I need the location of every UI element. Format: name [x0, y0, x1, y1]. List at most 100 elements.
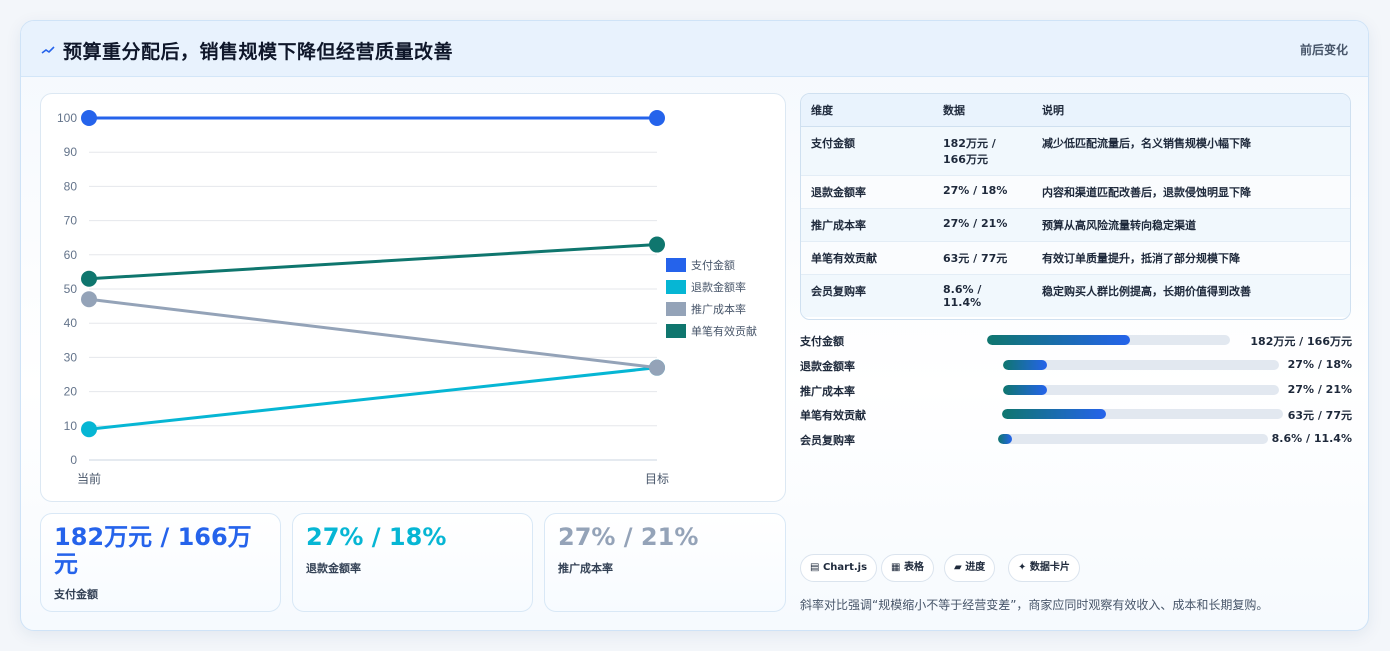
chip-label: 数据卡片 [1029, 562, 1070, 573]
table-row: 支付金额 182万元 / 166万元 减少低匹配流量后，名义销售规模小幅下降 [801, 126, 1350, 176]
kpi-label: 退款金额率 [306, 562, 361, 575]
series-line [88, 243, 658, 281]
progress-label: 单笔有效贡献 [800, 409, 866, 423]
progress-fill [1003, 384, 1048, 395]
slope-chart: 0 10 20 30 40 50 60 70 80 90 100 当前 目标 支付金额退款金额率推广成本率… [57, 110, 757, 486]
series-line [88, 297, 658, 370]
y-tick-label: 40 [64, 316, 78, 330]
kpi-label: 推广成本率 [558, 562, 613, 575]
card-header: 预算重分配后，销售规模下降但经营质量改善 前后变化 [21, 21, 1368, 77]
data-point [81, 270, 97, 287]
progress-track [998, 434, 1268, 445]
table-cell: 182万元 / 166万元 [933, 126, 1032, 176]
chart-icon: ▤ [810, 562, 820, 573]
table-cell: 27% / 18% [933, 175, 1032, 209]
table-cell: 支付金额 [801, 126, 933, 176]
table-header-row: 维度 数据 说明 [801, 94, 1350, 127]
metrics-table: 维度 数据 说明 支付金额 182万元 / 166万元 减少低匹配流量后，名义销… [801, 94, 1350, 317]
table-row: 退款金额率 27% / 18% 内容和渠道匹配改善后，退款侵蚀明显下降 [801, 175, 1350, 209]
kpi-card-payment: 182万元 / 166万元 支付金额 [40, 513, 281, 612]
progress-label: 退款金额率 [800, 359, 855, 373]
progress-row: 单笔有效贡献 63元 / 77元 [800, 403, 1352, 428]
y-tick-label: 50 [64, 282, 78, 296]
progress-list: 支付金额 182万元 / 166万元 退款金额率 27% / 18% 推广成本率… [800, 329, 1352, 453]
legend-label: 退款金额率 [691, 280, 746, 294]
metrics-table-panel: 维度 数据 说明 支付金额 182万元 / 166万元 减少低匹配流量后，名义销… [800, 93, 1351, 320]
y-tick-label: 80 [64, 179, 78, 193]
x-tick-label: 目标 [645, 472, 669, 486]
chip-label: Chart.js [822, 562, 868, 573]
footer-note: 斜率对比强调“规模缩小不等于经营变差”，商家应同时观察有效收入、成本和长期复购。 [800, 598, 1269, 612]
legend-label: 单笔有效贡献 [691, 324, 757, 338]
legend-swatch [666, 302, 686, 316]
y-tick-label: 30 [64, 350, 78, 364]
progress-fill [1002, 409, 1106, 420]
y-tick-label: 90 [64, 145, 78, 159]
table-cell: 有效订单质量提升，抵消了部分规模下降 [1032, 241, 1350, 275]
progress-row: 会员复购率 8.6% / 11.4% [800, 428, 1352, 453]
legend-swatch [666, 324, 686, 338]
progress-fill [1003, 359, 1048, 370]
progress-fill [987, 335, 1131, 345]
table-cell: 稳定购买人群比例提高，长期价值得到改善 [1032, 274, 1350, 317]
table-icon: ▦ [891, 562, 901, 573]
progress-track [1003, 359, 1279, 370]
table-row: 会员复购率 8.6% / 11.4% 稳定购买人群比例提高，长期价值得到改善 [801, 274, 1350, 317]
table-cell: 27% / 21% [933, 208, 1032, 242]
data-point [81, 110, 97, 126]
chip-label: 进度 [965, 562, 986, 573]
trend-icon [41, 46, 55, 54]
legend-label: 支付金额 [691, 258, 735, 272]
progress-value: 27% / 18% [1287, 357, 1352, 371]
data-point [81, 421, 97, 438]
col-header-dimension: 维度 [801, 94, 933, 127]
table-cell: 会员复购率 [801, 274, 933, 317]
progress-label: 推广成本率 [800, 384, 855, 398]
table-cell: 8.6% / 11.4% [933, 274, 1032, 317]
chip-chartjs[interactable]: ▤ Chart.js [800, 554, 878, 582]
page-title: 预算重分配后，销售规模下降但经营质量改善 [63, 41, 454, 63]
progress-row: 推广成本率 27% / 21% [800, 379, 1352, 404]
col-header-data: 数据 [933, 94, 1032, 127]
legend-swatch [666, 258, 686, 272]
data-point [649, 359, 665, 376]
kpi-value: 182万元 / 166万元 [54, 523, 252, 578]
sparkle-icon: ✦ [1018, 562, 1027, 573]
progress-fill [998, 434, 1012, 445]
y-tick-label: 60 [64, 248, 78, 262]
progress-label: 会员复购率 [800, 434, 855, 448]
progress-value: 27% / 21% [1287, 382, 1352, 396]
y-tick-label: 70 [64, 214, 78, 228]
kpi-card-refund: 27% / 18% 退款金额率 [292, 513, 533, 612]
table-cell: 63元 / 77元 [933, 241, 1032, 275]
progress-value: 182万元 / 166万元 [1250, 335, 1352, 348]
chip-label: 表格 [903, 562, 924, 573]
chip-table[interactable]: ▦ 表格 [881, 554, 934, 582]
progress-row: 退款金额率 27% / 18% [800, 354, 1352, 379]
kpi-card-promo: 27% / 21% 推广成本率 [544, 513, 786, 612]
main-card: 预算重分配后，销售规模下降但经营质量改善 前后变化 0 10 20 30 40 50 60 7… [20, 20, 1369, 631]
data-point [649, 110, 665, 126]
slope-chart-panel: 0 10 20 30 40 50 60 70 80 90 100 当前 目标 支付金额 退款金额率 推广成本率… [40, 93, 786, 502]
y-tick-label: 20 [64, 385, 78, 399]
data-point [649, 236, 665, 253]
legend-label: 推广成本率 [691, 302, 746, 316]
chip-progress[interactable]: ▰ 进度 [944, 554, 996, 582]
table-cell: 退款金额率 [801, 175, 933, 209]
table-cell: 内容和渠道匹配改善后，退款侵蚀明显下降 [1032, 175, 1350, 209]
table-cell: 减少低匹配流量后，名义销售规模小幅下降 [1032, 126, 1350, 176]
header-tag: 前后变化 [1299, 43, 1348, 57]
data-point [81, 291, 97, 308]
chip-data-cards[interactable]: ✦ 数据卡片 [1008, 554, 1080, 582]
table-cell: 预算从高风险流量转向稳定渠道 [1032, 208, 1350, 242]
kpi-label: 支付金额 [54, 588, 98, 601]
table-cell: 单笔有效贡献 [801, 241, 933, 275]
x-tick-label: 当前 [77, 471, 101, 486]
progress-value: 63元 / 77元 [1287, 409, 1352, 423]
table-row: 单笔有效贡献 63元 / 77元 有效订单质量提升，抵消了部分规模下降 [801, 241, 1350, 275]
progress-icon: ▰ [954, 562, 962, 573]
y-tick-label: 10 [64, 419, 78, 433]
y-tick-label: 100 [57, 111, 77, 125]
progress-value: 8.6% / 11.4% [1271, 432, 1352, 446]
progress-track [987, 335, 1230, 345]
